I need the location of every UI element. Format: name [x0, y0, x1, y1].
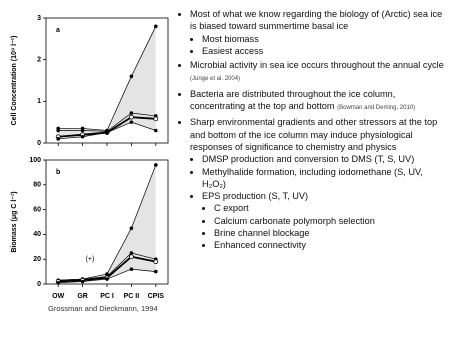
- point: [56, 128, 60, 133]
- x-tick-label: PC I: [100, 293, 114, 300]
- point: [128, 254, 134, 260]
- y-tick-label: 2: [37, 57, 41, 64]
- point: [129, 120, 134, 124]
- bullet-text: Bacteria are distributed throughout the …: [190, 88, 396, 112]
- point: [154, 24, 158, 29]
- bullet-text: Enhanced connectivity: [214, 240, 306, 251]
- panel-label: b: [56, 169, 60, 176]
- bullet-list: DMSP production and conversion to DMS (T…: [190, 153, 446, 251]
- y-axis-title: Cell Concentration (10⁹ l⁻¹): [11, 36, 18, 126]
- bullet-text: C export: [214, 203, 249, 214]
- point: [154, 163, 158, 167]
- bullet-text: Easiest access: [202, 45, 264, 56]
- bullet-item: Microbial activity in sea ice occurs thr…: [190, 59, 446, 86]
- bullet-text: Most of what we know regarding the biolo…: [190, 9, 443, 32]
- bullet-item: C export: [214, 202, 446, 214]
- y-tick-label: 3: [37, 15, 41, 22]
- point: [153, 116, 159, 122]
- bullet-item: Methylhalide formation, including iodome…: [202, 166, 446, 191]
- bullet-text: Calcium carbonate polymorph selection: [214, 215, 375, 226]
- bullet-text: DMSP production and conversion to DMS (T…: [202, 154, 415, 165]
- point: [128, 114, 134, 120]
- bullet-item: Sharp environmental gradients and other …: [190, 116, 446, 251]
- citation: (Bowman and Deming, 2010): [337, 105, 416, 112]
- point: [129, 111, 134, 115]
- annotation: (+): [86, 256, 95, 263]
- y-tick-label: 0: [37, 281, 41, 288]
- bullet-text: Most biomass: [202, 33, 259, 44]
- bullet-text: Methylhalide formation, including iodome…: [202, 166, 423, 189]
- bullet-text: Microbial activity in sea ice occurs thr…: [190, 60, 444, 71]
- bullet-item: DMSP production and conversion to DMS (T…: [202, 153, 446, 165]
- point: [105, 130, 109, 135]
- x-tick-label: OW: [52, 293, 64, 300]
- bullet-item: Most biomass: [202, 33, 446, 45]
- point: [129, 251, 134, 255]
- caption: Grossman and Dieckmann, 1994: [48, 304, 158, 313]
- x-tick-label: PC II: [124, 293, 140, 300]
- point: [129, 267, 134, 271]
- range-shade: [58, 164, 156, 283]
- bullet-item: EPS production (S, T, UV)C exportCalcium…: [202, 190, 446, 251]
- point: [129, 74, 134, 79]
- y-tick-label: 20: [33, 256, 41, 263]
- charts: 0 1 2 3 Cell Concentration (10⁹ l⁻¹) a 0 20 40 60…: [11, 15, 169, 300]
- bullet-item: Brine channel blockage: [214, 227, 446, 239]
- y-tick-label: 40: [33, 231, 41, 238]
- point: [80, 134, 85, 139]
- bullet-item: Calcium carbonate polymorph selection: [214, 215, 446, 227]
- bullet-item: Easiest access: [202, 45, 446, 57]
- x-tick-label: CPIS: [148, 293, 165, 300]
- point: [129, 226, 134, 231]
- x-tick-label: GR: [77, 293, 88, 300]
- y-tick-label: 1: [37, 98, 41, 105]
- bullet-text: Brine channel blockage: [214, 228, 310, 239]
- range-shade: [58, 26, 156, 139]
- citation: (Junge et al. 2004): [190, 76, 241, 83]
- point: [56, 280, 60, 285]
- y-tick-label: 100: [29, 157, 41, 164]
- y-tick-label: 0: [37, 140, 41, 147]
- bullet-item: Enhanced connectivity: [214, 239, 446, 251]
- point: [154, 269, 158, 274]
- point: [80, 128, 85, 133]
- bullet-item: Bacteria are distributed throughout the …: [190, 88, 446, 115]
- bullet-item: Most of what we know regarding the biolo…: [190, 8, 446, 57]
- point: [80, 279, 85, 284]
- point: [154, 128, 158, 133]
- bullet-text: EPS production (S, T, UV): [202, 191, 309, 202]
- y-axis-title: Biomass (μg C l⁻¹): [11, 191, 18, 252]
- y-tick-label: 60: [33, 206, 41, 213]
- point: [105, 277, 109, 281]
- point: [56, 137, 60, 141]
- bullet-list: Most of what we know regarding the biolo…: [180, 8, 446, 252]
- point: [153, 259, 159, 265]
- panel-label: a: [56, 27, 60, 34]
- bullet-list: Most biomassEasiest access: [190, 33, 446, 58]
- bullet-notes: Most of what we know regarding the biolo…: [180, 8, 446, 254]
- bullet-list: C exportCalcium carbonate polymorph sele…: [202, 202, 446, 251]
- y-tick-label: 80: [33, 182, 41, 189]
- bullet-text: Sharp environmental gradients and other …: [190, 117, 438, 152]
